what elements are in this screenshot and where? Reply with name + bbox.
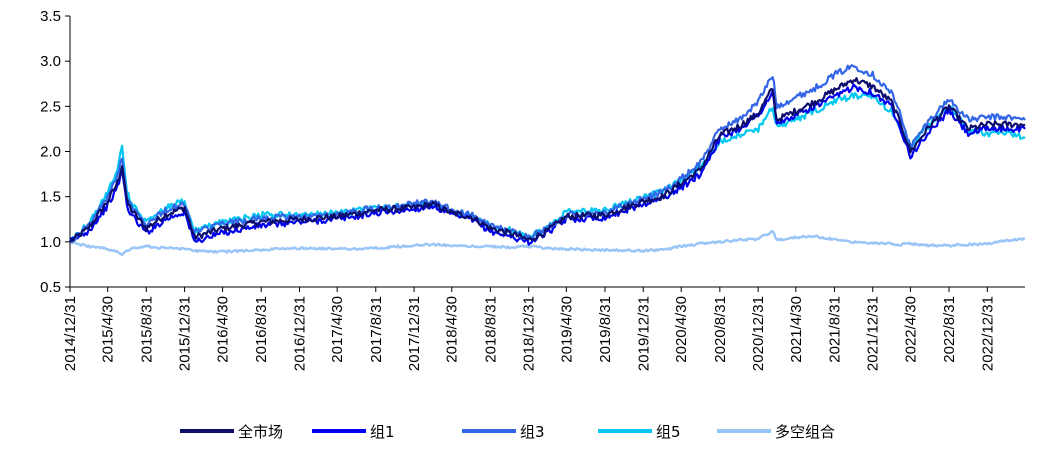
x-tick-label: 2020/12/31 <box>750 296 767 371</box>
x-tick-label: 2021/4/30 <box>788 296 805 363</box>
x-axis: 2014/12/31 2015/4/30 2015/8/31 2015/12/31 20… <box>62 286 1025 371</box>
legend-label-1: 组1 <box>370 423 395 441</box>
y-tick-label: 2.5 <box>40 98 61 115</box>
x-tick-label: 2015/12/31 <box>177 296 194 371</box>
x-tick-label: 2014/12/31 <box>62 296 79 371</box>
x-tick-label: 2022/8/31 <box>941 296 958 363</box>
legend-label-0: 全市场 <box>238 423 283 441</box>
x-tick-label: 2017/8/31 <box>368 296 385 363</box>
x-tick-label: 2016/12/31 <box>291 296 308 371</box>
legend-label-3: 组5 <box>656 423 681 441</box>
legend: 全市场 组1 组3 组5 多空组合 <box>180 423 835 441</box>
series-line-2 <box>69 64 1026 244</box>
y-tick-label: 3.0 <box>40 53 61 70</box>
y-tick-label: 0.5 <box>40 279 61 296</box>
y-tick-label: 2.0 <box>40 144 61 161</box>
x-tick-label: 2018/8/31 <box>482 296 499 363</box>
x-tick-label: 2015/4/30 <box>100 296 117 363</box>
x-tick-label: 2019/4/30 <box>558 296 575 363</box>
x-tick-label: 2019/12/31 <box>635 296 652 371</box>
y-axis: 0.5 1.0 1.5 2.0 2.5 3.0 3.5 <box>40 8 71 296</box>
series-line-1 <box>68 83 1026 246</box>
series-line-0 <box>69 77 1026 243</box>
series-line-4 <box>69 230 1026 257</box>
legend-label-4: 多空组合 <box>775 423 835 441</box>
x-tick-label: 2015/8/31 <box>138 296 155 363</box>
x-tick-label: 2017/4/30 <box>329 296 346 363</box>
y-tick-label: 3.5 <box>40 8 61 25</box>
x-tick-label: 2016/8/31 <box>253 296 270 363</box>
x-tick-label: 2021/12/31 <box>865 296 882 371</box>
x-tick-label: 2020/8/31 <box>712 296 729 363</box>
series-lines <box>68 64 1026 257</box>
x-tick-label: 2022/4/30 <box>902 296 919 363</box>
x-tick-label: 2018/12/31 <box>521 296 538 371</box>
x-tick-label: 2017/12/31 <box>406 296 423 371</box>
x-tick-label: 2020/4/30 <box>673 296 690 363</box>
legend-label-2: 组3 <box>520 423 545 441</box>
x-tick-label: 2021/8/31 <box>826 296 843 363</box>
x-tick-label: 2018/4/30 <box>444 296 461 363</box>
series-line-3 <box>69 92 1026 243</box>
x-tick-label: 2016/4/30 <box>215 296 232 363</box>
y-tick-label: 1.5 <box>40 189 61 206</box>
x-tick-label: 2022/12/31 <box>979 296 996 371</box>
x-tick-label: 2019/8/31 <box>597 296 614 363</box>
y-tick-label: 1.0 <box>40 234 61 251</box>
